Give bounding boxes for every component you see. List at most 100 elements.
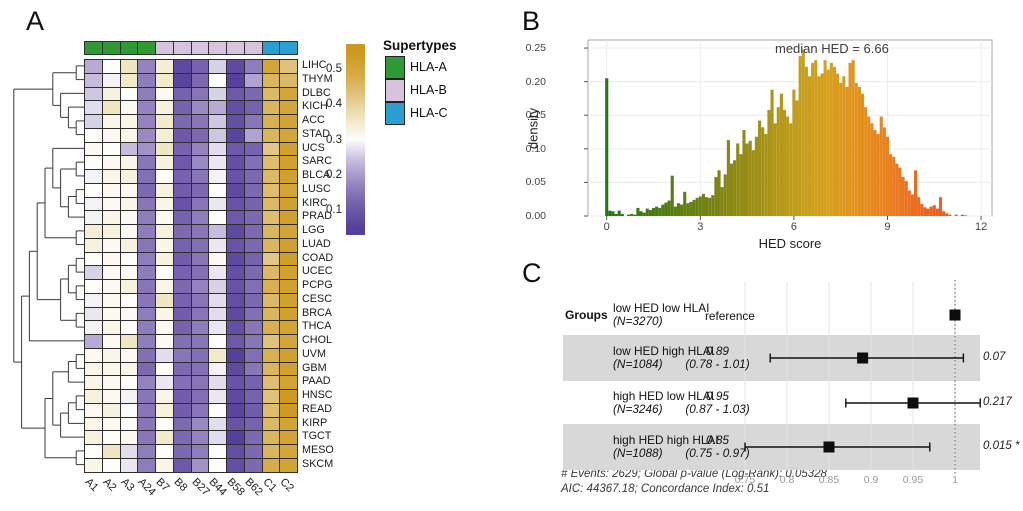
row-label-PRAD: PRAD — [302, 210, 332, 223]
heatmap-cell-UCEC-A1 — [85, 266, 103, 280]
heatmap-cell-PRAD-B27 — [191, 211, 210, 225]
heatmap-cell-DLBC-C2 — [280, 87, 298, 102]
heatmap-cell-STAD-B8 — [173, 128, 192, 143]
heatmap-cell-LUAD-B62 — [244, 238, 263, 253]
heatmap-cell-LUSC-B7 — [156, 183, 174, 198]
row-label-DLBC: DLBC — [302, 86, 331, 99]
heatmap-cell-GBM-B44 — [209, 362, 227, 377]
heatmap-cell-UCS-C2 — [280, 142, 298, 157]
heatmap-cell-UCEC-A3 — [120, 266, 139, 280]
heatmap-cell-UCS-C1 — [262, 142, 281, 157]
heatmap-cell-SKCM-B44 — [209, 458, 227, 473]
heatmap-cell-GBM-A2 — [102, 362, 121, 377]
heatmap-cell-SARC-C1 — [262, 156, 281, 170]
heatmap-cell-READ-B58 — [227, 403, 245, 418]
supertype-cell-A24 — [138, 42, 156, 55]
heatmap-cell-COAD-B62 — [244, 252, 263, 267]
heatmap-cell-LGG-B58 — [227, 225, 245, 239]
heatmap-cell-STAD-C2 — [280, 128, 298, 143]
forest-hr-2: 0.89 (0.78 - 1.01) — [670, 345, 765, 371]
supertype-cell-A3 — [120, 42, 139, 55]
heatmap-cell-BRCA-A24 — [138, 307, 156, 322]
heatmap-cell-UVM-A24 — [138, 348, 156, 363]
heatmap-cell-KICH-B44 — [209, 101, 227, 115]
heatmap-cell-KICH-A3 — [120, 101, 139, 115]
heatmap-cell-MESO-B27 — [191, 445, 210, 459]
heatmap-cell-GBM-A24 — [138, 362, 156, 377]
heatmap-cell-KICH-A2 — [102, 101, 121, 115]
heatmap-cell-THCA-C2 — [280, 321, 298, 335]
heatmap-cell-SKCM-A24 — [138, 458, 156, 473]
hr-ci: (0.87 - 1.03) — [685, 402, 750, 416]
heatmap-cell-LUSC-A2 — [102, 183, 121, 198]
x-tick-0: 0 — [603, 221, 610, 233]
groups-header: Groups — [565, 308, 608, 322]
y-tick-0.25: 0.25 — [525, 42, 546, 55]
heatmap-cell-MESO-B58 — [227, 445, 245, 459]
group-n: (N=1088) — [613, 446, 663, 460]
heatmap-cell-SKCM-B58 — [227, 458, 245, 473]
heatmap-cell-READ-A3 — [120, 403, 139, 418]
heatmap-cell-UCS-B58 — [227, 142, 245, 157]
heatmap-cell-LUAD-B8 — [173, 238, 192, 253]
heatmap-cell-THYM-B8 — [173, 73, 192, 88]
supertype-cell-B44 — [209, 42, 227, 55]
heatmap-cell-STAD-A3 — [120, 128, 139, 143]
heatmap-cell-KIRP-A24 — [138, 417, 156, 432]
heatmap-cell-BLCA-C2 — [280, 170, 298, 184]
heatmap-cell-UCEC-A2 — [102, 266, 121, 280]
heatmap-cell-ACC-A3 — [120, 115, 139, 129]
row-label-PCPG: PCPG — [302, 279, 333, 291]
heatmap-cell-LIHC-A1 — [85, 60, 103, 74]
heatmap-cell-HNSC-B44 — [209, 390, 227, 404]
heatmap-cell-SKCM-A1 — [85, 458, 103, 473]
heatmap-cell-KIRP-A3 — [120, 417, 139, 432]
heatmap-cell-KIRC-B58 — [227, 197, 245, 212]
row-label-LUAD: LUAD — [302, 237, 331, 250]
heatmap-cell-THCA-B44 — [209, 321, 227, 335]
heatmap-cell-THCA-B58 — [227, 321, 245, 335]
heatmap-cell-DLBC-B7 — [156, 87, 174, 102]
heatmap-cell-TGCT-C2 — [280, 431, 298, 445]
heatmap-cell-PAAD-C2 — [280, 376, 298, 390]
heatmap-cell-SKCM-B27 — [191, 458, 210, 473]
heatmap-cell-UCEC-A24 — [138, 266, 156, 280]
heatmap-cell-LUAD-B27 — [191, 238, 210, 253]
legend-swatch-HLA-A — [385, 56, 405, 79]
row-label-KIRC: KIRC — [302, 196, 328, 209]
heatmap-cell-PAAD-B44 — [209, 376, 227, 390]
heatmap-cell-THCA-B7 — [156, 321, 174, 335]
forest-hr-reference: reference — [705, 309, 755, 323]
heatmap-cell-THCA-A2 — [102, 321, 121, 335]
heatmap-cell-BLCA-A24 — [138, 170, 156, 184]
row-label-READ: READ — [302, 402, 332, 415]
heatmap-cell-KIRC-A24 — [138, 197, 156, 212]
heatmap-cell-LUAD-A24 — [138, 238, 156, 253]
heatmap-cell-READ-C1 — [262, 403, 281, 418]
colorbar-tick-0.5: 0.5 — [326, 62, 342, 75]
heatmap-cell-LIHC-B58 — [227, 60, 245, 74]
heatmap-cell-GBM-B7 — [156, 362, 174, 377]
heatmap-cell-LIHC-B44 — [209, 60, 227, 74]
heatmap-cell-KIRP-A1 — [85, 417, 103, 432]
column-label-C2: C2 — [277, 476, 297, 495]
heatmap-cell-SKCM-A3 — [120, 458, 139, 473]
heatmap-cell-LUAD-B7 — [156, 238, 174, 253]
heatmap-cell-MESO-A2 — [102, 445, 121, 459]
forest-group-4: high HED high HLAI (N=1088) — [613, 434, 748, 460]
heatmap-cell-CESC-B58 — [227, 293, 245, 308]
heatmap-cell-BRCA-A2 — [102, 307, 121, 322]
row-label-THYM: THYM — [302, 72, 333, 85]
heatmap-cell-DLBC-B8 — [173, 87, 192, 102]
heatmap-cell-KIRP-C1 — [262, 417, 281, 432]
heatmap-cell-CESC-B62 — [244, 293, 263, 308]
heatmap-cell-HNSC-B58 — [227, 390, 245, 404]
legend-swatch-HLA-C — [385, 102, 405, 125]
heatmap-cell-PAAD-A24 — [138, 376, 156, 390]
heatmap-cell-PRAD-B44 — [209, 211, 227, 225]
colorbar-tick-0.1: 0.1 — [326, 204, 342, 217]
heatmap-cell-THCA-B62 — [244, 321, 263, 335]
heatmap-cell-BLCA-A2 — [102, 170, 121, 184]
heatmap-cell-SARC-A24 — [138, 156, 156, 170]
legend-label-HLA-C: HLA-C — [410, 106, 448, 120]
